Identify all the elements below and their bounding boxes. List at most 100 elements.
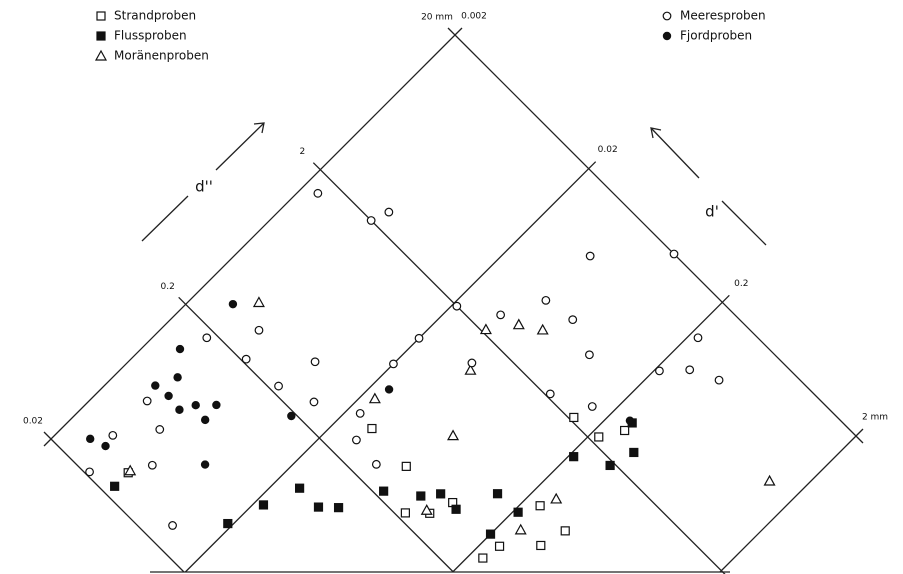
legend-marker [662, 31, 672, 41]
legend-label: Fjordproben [680, 29, 752, 43]
triangle-marker [368, 392, 381, 404]
square-marker [294, 483, 305, 493]
square-marker [513, 507, 523, 517]
circle-marker [147, 460, 157, 470]
square-marker [594, 432, 604, 442]
square-marker [478, 553, 488, 563]
square-marker [333, 503, 344, 513]
square-marker [401, 461, 411, 471]
circle-marker [371, 459, 381, 469]
circle-marker [151, 381, 160, 390]
triangle-marker [550, 492, 563, 504]
triangle-marker [124, 464, 137, 476]
axis-label-d1: d' [705, 203, 719, 221]
circle-marker [254, 325, 264, 335]
circle-marker [175, 344, 185, 354]
circle-marker [313, 188, 323, 198]
circle-marker [202, 333, 212, 343]
circle-marker [568, 315, 578, 325]
circle-marker [287, 411, 296, 421]
square-marker [492, 489, 503, 499]
square-marker [258, 500, 269, 510]
legend-label: Strandproben [114, 9, 196, 23]
circle-marker [625, 416, 635, 425]
circle-marker [496, 310, 506, 320]
legend-marker [96, 11, 106, 21]
square-marker [436, 489, 446, 499]
circle-marker [155, 425, 165, 434]
direction-arrows [141, 122, 767, 246]
circle-marker [384, 207, 394, 217]
triangle-marker [252, 296, 265, 308]
tick-label-d1: 2 mm [862, 413, 888, 423]
square-marker [223, 518, 233, 529]
grid-line [447, 27, 864, 444]
square-marker [629, 447, 639, 458]
grid-line [43, 431, 185, 573]
square-marker [569, 412, 579, 423]
square-marker [367, 423, 377, 434]
circle-marker [355, 408, 365, 418]
square-marker [379, 486, 389, 496]
square-marker [313, 502, 324, 512]
grid-line [452, 294, 730, 573]
circle-marker [585, 350, 594, 360]
circle-marker [685, 365, 695, 375]
circle-marker [693, 333, 703, 343]
tick-label-d1: 0.02 [598, 145, 618, 155]
square-marker [485, 529, 496, 539]
tick-label-d1: 0.002 [461, 12, 487, 22]
square-marker [569, 452, 579, 462]
circle-marker [164, 391, 173, 401]
grid-line [719, 428, 864, 573]
circle-marker [384, 385, 394, 394]
circle-marker [352, 435, 361, 445]
triangle-marker [464, 363, 477, 375]
triangle-marker [536, 323, 549, 335]
tick-label-d2: 0.02 [23, 417, 43, 427]
circle-marker [366, 216, 376, 225]
legend-label: Meeresproben [680, 9, 766, 23]
circle-marker [241, 354, 251, 364]
circle-marker [191, 401, 200, 410]
circle-marker [452, 301, 462, 311]
circle-marker [142, 396, 152, 406]
triangle-marker [512, 318, 525, 330]
circle-marker [173, 373, 182, 382]
tick-label-d2: 0.2 [161, 282, 175, 292]
legend-label: Flussproben [114, 29, 187, 43]
circle-marker [655, 366, 664, 376]
square-marker [400, 508, 410, 518]
circle-marker [86, 434, 95, 444]
legend-marker [662, 11, 672, 21]
triangle-marker [479, 323, 492, 335]
circle-marker [212, 400, 221, 410]
circle-marker [309, 397, 319, 407]
legend-marker [94, 49, 108, 61]
grid-line [312, 162, 726, 574]
legend: Strandproben Flussproben Moränenproben Meer… [94, 9, 766, 63]
legend-label: Moränenproben [114, 49, 209, 63]
circle-marker [541, 295, 551, 305]
legend-marker [96, 31, 106, 41]
circle-marker [274, 381, 283, 391]
square-marker [494, 541, 505, 551]
tick-label-d1: 0.2 [734, 279, 748, 289]
square-marker [451, 504, 461, 514]
points [85, 188, 776, 563]
circle-marker [168, 521, 177, 530]
circle-marker [101, 441, 110, 451]
circle-marker [310, 357, 320, 367]
triangle-marker [420, 504, 433, 515]
circle-marker [545, 389, 555, 399]
circle-marker [669, 249, 679, 259]
circle-marker [200, 460, 210, 469]
tick-label-d2: 20 mm [421, 13, 453, 23]
triangle-marker [763, 474, 776, 486]
circle-marker [414, 333, 424, 343]
square-marker [110, 481, 120, 491]
triangle-marker [447, 429, 460, 441]
grid-line [43, 27, 463, 447]
square-marker [560, 526, 570, 536]
